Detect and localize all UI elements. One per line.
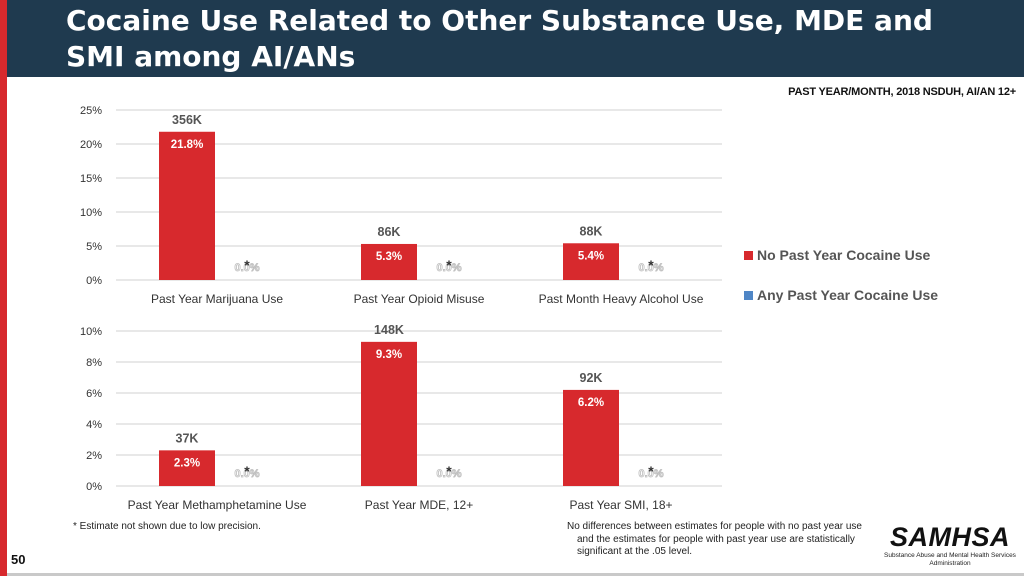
y-tick-label: 8% bbox=[86, 357, 102, 369]
y-tick-label: 0% bbox=[86, 275, 102, 287]
y-tick-label: 5% bbox=[86, 241, 102, 253]
y-tick-label: 0% bbox=[86, 481, 102, 493]
x-category-label: Past Year Opioid Misuse bbox=[354, 292, 485, 306]
bar-value-label: 0.0% bbox=[234, 262, 259, 274]
page-title: Cocaine Use Related to Other Substance U… bbox=[66, 4, 933, 73]
low-precision-asterisk: * bbox=[244, 257, 250, 273]
legend-label-no-cocaine: No Past Year Cocaine Use bbox=[757, 247, 931, 263]
y-tick-label: 25% bbox=[80, 105, 102, 117]
y-tick-label: 20% bbox=[80, 139, 102, 151]
legend-item-no-cocaine: No Past Year Cocaine Use bbox=[744, 245, 944, 265]
x-category-label: Past Year MDE, 12+ bbox=[365, 498, 473, 512]
chart-subtitle: PAST YEAR/MONTH, 2018 NSDUH, AI/AN 12+ bbox=[788, 86, 1016, 98]
bar-value-label: 0.0% bbox=[436, 262, 461, 274]
bar-value-label: 21.8% bbox=[171, 139, 204, 151]
bar-count-label: 86K bbox=[378, 225, 401, 239]
legend: No Past Year Cocaine Use Any Past Year C… bbox=[744, 245, 944, 325]
y-tick-label: 10% bbox=[80, 326, 102, 338]
page-number: 50 bbox=[11, 552, 26, 567]
bar-value-label: 5.4% bbox=[578, 250, 604, 262]
bar-value-label: 2.3% bbox=[174, 457, 200, 469]
legend-swatch-any-cocaine bbox=[744, 291, 753, 300]
bar-value-label: 0.0% bbox=[234, 468, 259, 480]
legend-item-any-cocaine: Any Past Year Cocaine Use bbox=[744, 285, 944, 305]
bar-no-cocaine bbox=[361, 341, 417, 486]
y-tick-label: 10% bbox=[80, 207, 102, 219]
bar-count-label: 148K bbox=[374, 323, 404, 337]
low-precision-asterisk: * bbox=[648, 463, 654, 479]
x-category-label: Past Year Marijuana Use bbox=[151, 292, 283, 306]
logo-subtitle: Substance Abuse and Mental Health Servic… bbox=[884, 552, 1016, 567]
y-tick-label: 2% bbox=[86, 450, 102, 462]
legend-swatch-no-cocaine bbox=[744, 251, 753, 260]
samhsa-logo: SAMHSA Substance Abuse and Mental Health… bbox=[880, 523, 1020, 568]
legend-label-any-cocaine: Any Past Year Cocaine Use bbox=[757, 287, 939, 303]
bar-no-cocaine bbox=[563, 243, 619, 280]
x-category-label: Past Year Methamphetamine Use bbox=[128, 498, 307, 512]
bar-count-label: 88K bbox=[580, 224, 603, 238]
bar-count-label: 37K bbox=[176, 431, 199, 445]
title-bar: Cocaine Use Related to Other Substance U… bbox=[0, 0, 1024, 77]
x-category-label: Past Month Heavy Alcohol Use bbox=[539, 292, 704, 306]
x-category-label: Past Year SMI, 18+ bbox=[569, 498, 672, 512]
bar-value-label: 0.0% bbox=[638, 468, 663, 480]
low-precision-asterisk: * bbox=[244, 463, 250, 479]
bar-no-cocaine bbox=[159, 131, 215, 280]
low-precision-asterisk: * bbox=[446, 463, 452, 479]
y-tick-label: 15% bbox=[80, 173, 102, 185]
footer-divider bbox=[7, 573, 1024, 576]
accent-bar bbox=[0, 0, 7, 576]
y-tick-label: 6% bbox=[86, 388, 102, 400]
bar-value-label: 5.3% bbox=[376, 251, 402, 263]
footnote-low-precision: * Estimate not shown due to low precisio… bbox=[73, 521, 261, 532]
low-precision-asterisk: * bbox=[648, 257, 654, 273]
bar-value-label: 0.0% bbox=[638, 262, 663, 274]
bar-no-cocaine bbox=[159, 450, 215, 486]
footnote-significance: No differences between estimates for peo… bbox=[567, 521, 862, 557]
bar-count-label: 92K bbox=[580, 371, 603, 385]
logo-wordmark: SAMHSA bbox=[889, 522, 1010, 552]
bar-count-label: 356K bbox=[172, 113, 202, 127]
low-precision-asterisk: * bbox=[446, 257, 452, 273]
bar-value-label: 6.2% bbox=[578, 397, 604, 409]
bar-no-cocaine bbox=[361, 243, 417, 280]
bar-value-label: 0.0% bbox=[436, 468, 461, 480]
bar-no-cocaine bbox=[563, 389, 619, 486]
y-tick-label: 4% bbox=[86, 419, 102, 431]
bar-value-label: 9.3% bbox=[376, 349, 402, 361]
